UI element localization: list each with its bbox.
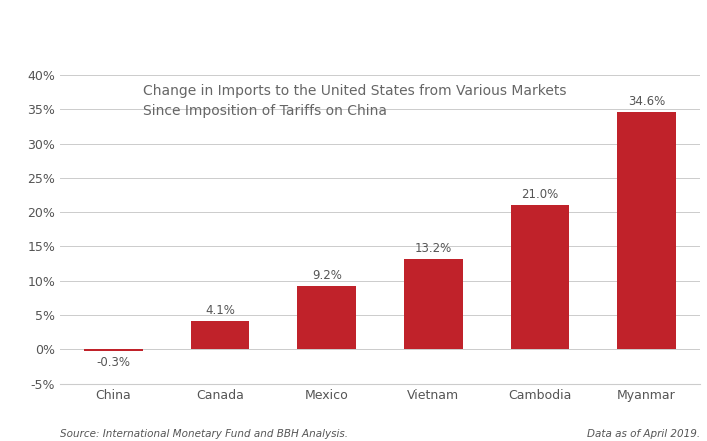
Text: Source: International Monetary Fund and BBH Analysis.: Source: International Monetary Fund and …	[60, 429, 348, 439]
Bar	[404, 259, 462, 349]
Text: Shifting Trade Patterns: Shifting Trade Patterns	[13, 25, 411, 54]
Text: 34.6%: 34.6%	[628, 95, 665, 108]
Text: 13.2%: 13.2%	[415, 242, 452, 255]
Bar	[617, 112, 676, 349]
Text: -0.3%: -0.3%	[96, 355, 130, 369]
Text: Change in Imports to the United States from Various Markets
Since Imposition of : Change in Imports to the United States f…	[144, 84, 567, 118]
Bar	[298, 286, 356, 349]
Bar	[84, 349, 143, 351]
Bar	[510, 206, 569, 349]
Text: 21.0%: 21.0%	[521, 188, 559, 201]
Text: 4.1%: 4.1%	[205, 304, 235, 317]
Text: Data as of April 2019.: Data as of April 2019.	[587, 429, 700, 439]
Text: 9.2%: 9.2%	[312, 269, 341, 282]
Bar	[191, 321, 250, 349]
